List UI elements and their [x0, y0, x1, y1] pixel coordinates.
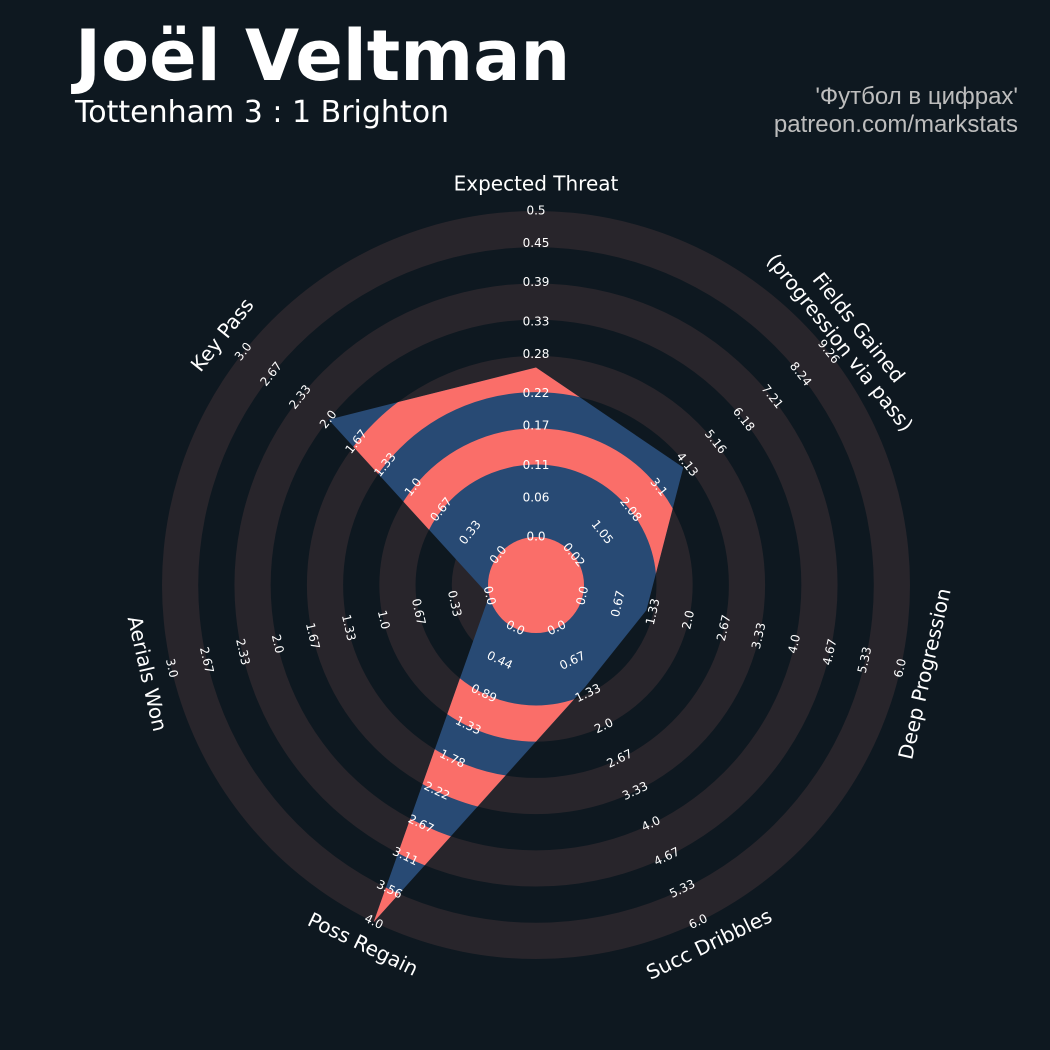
credit: 'Футбол в цифрах' [815, 83, 1018, 110]
tick-label: 1.0 [375, 609, 393, 631]
tick-label: 2.67 [197, 646, 217, 675]
chart-title: Joël Veltman [71, 15, 570, 97]
tick-label: 0.39 [523, 275, 550, 289]
tick-label: 0.17 [523, 419, 550, 433]
tick-label: 0.0 [573, 585, 591, 607]
tick-label: 0.22 [523, 386, 550, 400]
tick-label: 0.0 [526, 530, 545, 544]
chart-subtitle: Tottenham 3 : 1 Brighton [74, 95, 449, 130]
tick-label: 1.67 [303, 621, 323, 650]
tick-label: 3.33 [749, 621, 769, 650]
tick-label: 2.67 [714, 613, 734, 642]
tick-label: 0.28 [523, 347, 550, 361]
tick-label: 5.33 [855, 645, 875, 674]
tick-label: 4.67 [820, 637, 840, 666]
tick-label: 0.06 [523, 490, 550, 504]
tick-label: 0.33 [445, 589, 465, 618]
credit: patreon.com/markstats [774, 111, 1018, 138]
tick-label: 3.0 [163, 657, 181, 679]
tick-label: 0.67 [409, 597, 429, 626]
tick-label: 1.33 [339, 613, 359, 642]
radar-center [488, 537, 584, 633]
tick-label: 0.45 [523, 236, 550, 250]
tick-label: 2.0 [679, 609, 697, 631]
tick-label: 2.0 [269, 633, 287, 655]
tick-label: 0.67 [608, 589, 628, 618]
tick-label: 0.0 [481, 585, 499, 607]
tick-label: 0.33 [523, 314, 550, 328]
tick-label: 0.11 [523, 458, 550, 472]
tick-label: 2.33 [233, 637, 253, 666]
param-label: Expected Threat [454, 172, 619, 196]
tick-label: 6.0 [891, 657, 909, 679]
tick-label: 4.0 [785, 633, 803, 655]
tick-label: 1.33 [643, 597, 663, 626]
tick-label: 0.5 [526, 204, 545, 218]
